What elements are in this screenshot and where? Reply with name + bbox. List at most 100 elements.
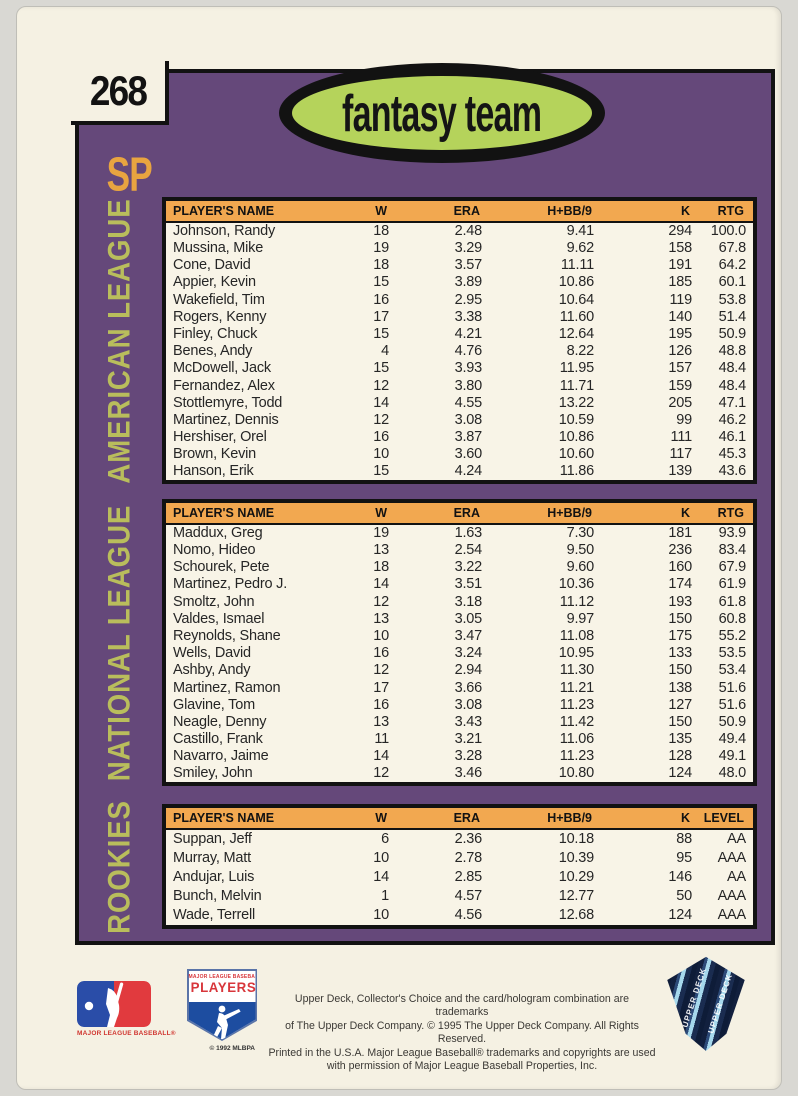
stat-value: 10 [373,906,389,923]
stat-value: 139 [668,463,692,480]
stat-value: 175 [668,627,692,644]
stat-value: 15 [373,274,389,291]
stat-value: 146 [668,868,692,885]
table-row: Glavine, Tom 16 3.08 11.23 127 51.6 [164,696,755,713]
stat-value: 83.4 [718,542,747,559]
stat-value: 18 [373,559,389,576]
stat-value: 18 [373,257,389,274]
table-row: Hershiser, Orel 16 3.87 10.86 111 46.1 [164,429,755,446]
stat-value: 4 [381,343,389,360]
column-header: W [325,501,396,525]
fantasy-team-logo-inner: fantasy team [292,76,592,150]
stat-value: 10.86 [558,274,594,291]
stat-value: 48.8 [718,343,747,360]
column-header: ERA [396,806,489,830]
stat-value: 16 [373,645,389,662]
table-row: Cone, David 18 3.57 11.11 191 64.2 [164,257,755,274]
stat-value: 13 [373,610,389,627]
table-row: Rogers, Kenny 17 3.38 11.60 140 51.4 [164,308,755,325]
player-name: Appier, Kevin [173,274,256,291]
table-row: Brown, Kevin 10 3.60 10.60 117 45.3 [164,446,755,463]
stat-value: 10.86 [558,429,594,446]
stat-value: 61.8 [718,593,747,610]
player-name: Murray, Matt [173,849,251,866]
column-header: RTG [699,501,755,525]
player-name: Glavine, Tom [173,696,255,713]
stat-value: 3.29 [454,240,483,257]
player-name: Benes, Andy [173,343,253,360]
mlbpa-caption: © 1992 MLBPA [209,1045,256,1052]
stat-value: 4.76 [454,343,483,360]
stat-value: 4.56 [454,906,483,923]
stat-value: 3.57 [454,257,483,274]
mlb-logo-mark [77,981,151,1027]
stat-value: 11.95 [559,360,594,377]
card-number: 268 [89,67,148,114]
column-header: PLAYER'S NAME [164,199,325,223]
stat-value: 50 [676,887,692,904]
player-name: Reynolds, Shane [173,627,281,644]
table-row: Murray, Matt 10 2.78 10.39 95 AAA [164,849,755,868]
position-label: SP [106,147,153,202]
stat-value: 2.54 [454,542,483,559]
stat-value: 45.3 [718,446,747,463]
player-name: Wakefield, Tim [173,291,265,308]
mlbpa-shield-inner: MAJOR LEAGUE BASEBALL PLAYERS [188,970,256,1040]
stat-value: 158 [668,240,692,257]
table-row: Appier, Kevin 15 3.89 10.86 185 60.1 [164,274,755,291]
stat-value: 124 [668,765,692,782]
player-name: Johnson, Randy [173,222,275,239]
stat-value: 159 [668,377,692,394]
player-name: Rogers, Kenny [173,308,267,325]
table-row: Suppan, Jeff 6 2.36 10.18 88 AA [164,829,755,849]
stat-value: 3.22 [454,559,483,576]
stat-value: 3.18 [454,593,483,610]
stat-value: 181 [668,524,692,541]
player-name: Mussina, Mike [173,240,264,257]
player-name: Martinez, Ramon [173,679,281,696]
stat-value: 11.71 [559,377,594,394]
stat-value: 51.4 [718,308,747,325]
stat-value: 11.08 [559,627,594,644]
stat-value: 160 [668,559,692,576]
player-name: Bunch, Melvin [173,887,262,904]
stat-value: 17 [373,679,389,696]
column-header: RTG [699,199,755,223]
stat-value: 61.9 [718,576,747,593]
stat-value: 3.87 [454,429,483,446]
stat-value: 140 [668,308,692,325]
player-name: Suppan, Jeff [173,830,252,847]
stat-value: 50.9 [718,325,747,342]
stat-value: 60.1 [718,274,747,291]
table-row: Johnson, Randy 18 2.48 9.41 294 100.0 [164,222,755,240]
stat-value: 3.38 [454,308,483,325]
mlbpa-logo: MAJOR LEAGUE BASEBALL PLAYERS © 1992 MLB… [187,969,257,1052]
table-body: Suppan, Jeff 6 2.36 10.18 88 AA Murray, Matt 10… [164,829,755,927]
table-row: Hanson, Erik 15 4.24 11.86 139 43.6 [164,463,755,482]
stat-value: 100.0 [710,222,746,239]
hologram-text: UPPER DECK [732,968,757,1031]
table-header-row: PLAYER'S NAME W ERA H+BB/9 K LEVEL [164,806,755,830]
stat-value: 111 [670,429,693,446]
stat-value: 2.94 [454,662,483,679]
stat-value: 11.60 [559,308,594,325]
stat-value: 128 [668,748,692,765]
stat-value: 15 [373,325,389,342]
stat-value: 48.4 [718,377,747,394]
stat-value: 4.55 [454,394,483,411]
stat-value: 174 [668,576,692,593]
stat-value: 138 [668,679,692,696]
stat-value: 3.24 [454,645,483,662]
stat-value: 53.8 [718,291,747,308]
column-header: LEVEL [699,806,755,830]
fantasy-team-logo-text: fantasy team [342,83,542,143]
table-row: Mussina, Mike 19 3.29 9.62 158 67.8 [164,240,755,257]
stat-value: 10.39 [558,849,594,866]
stat-value: 93.9 [718,524,747,541]
card-back: 268 fantasy team SP AMERICAN LEAGUE NATI… [16,6,782,1090]
stat-value: 46.1 [718,429,747,446]
stat-value: 53.4 [718,662,747,679]
stat-value: 9.50 [566,542,595,559]
stat-value: 16 [373,696,389,713]
player-name: Neagle, Denny [173,713,267,730]
